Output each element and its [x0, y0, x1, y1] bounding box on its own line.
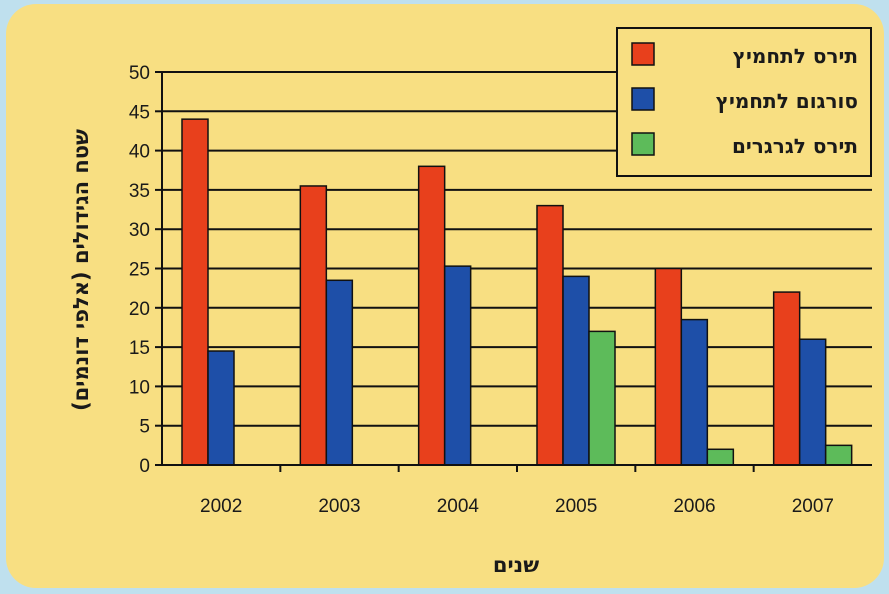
y-tick-label: 25 [129, 260, 150, 281]
y-tick-label: 10 [129, 377, 150, 398]
y-tick-labels: 0 5 10 15 20 25 30 35 40 45 50 [129, 63, 150, 477]
bar-2005-series-2 [562, 275, 590, 466]
legend-label-3: תירס לגרגרים [732, 134, 858, 158]
y-tick-label: 20 [129, 299, 150, 320]
bar-2007-series-2 [798, 338, 827, 466]
x-tick-label: 2007 [792, 496, 834, 517]
legend-swatch-3 [631, 132, 655, 156]
bar-2004-series-2 [443, 265, 472, 466]
y-tick-label: 15 [129, 338, 150, 359]
y-tick-label: 40 [129, 142, 150, 163]
legend-label-2: סורגום לתחמיץ [716, 89, 858, 113]
y-tick-label: 30 [129, 220, 150, 241]
legend-swatch-1 [631, 42, 655, 66]
bar-2005-series-1 [536, 204, 564, 466]
bar-2006-series-1 [654, 267, 683, 466]
bar-2002-series-1 [181, 118, 209, 466]
y-tick-label: 5 [139, 417, 150, 438]
x-tick-labels: 2002 2003 2004 2005 2006 2007 [200, 496, 834, 517]
bar-2005-series-3 [588, 330, 616, 466]
x-tick-label: 2002 [200, 496, 242, 517]
y-tick-label: 50 [129, 63, 150, 84]
bar-2003-series-1 [299, 185, 328, 466]
x-tick-label: 2005 [555, 496, 597, 517]
bar-2002-series-2 [207, 350, 235, 466]
bar-2007-series-3 [824, 444, 853, 466]
x-axis-label: שנים [493, 553, 539, 577]
x-tick-label: 2006 [673, 496, 715, 517]
legend-label-1: תירס לתחמיץ [733, 44, 858, 68]
legend: תירס לתחמיץ סורגום לתחמיץ תירס לגרגרים [616, 27, 872, 177]
y-tick-label: 35 [129, 181, 150, 202]
bar-2004-series-1 [417, 165, 446, 466]
legend-swatch-2 [631, 87, 655, 111]
y-tick-label: 0 [139, 456, 150, 477]
axes [161, 72, 872, 472]
x-tick-label: 2003 [318, 496, 360, 517]
bar-2006-series-3 [706, 448, 735, 466]
bar-2007-series-1 [772, 291, 801, 466]
x-tick-label: 2004 [437, 496, 480, 517]
bars [181, 118, 853, 466]
legend-box [616, 27, 872, 177]
bar-2006-series-2 [680, 318, 709, 466]
bar-2003-series-2 [325, 279, 354, 466]
y-tick-label: 45 [129, 102, 150, 123]
y-axis-label: שטח הגידולים (אלפי דונמים) [69, 129, 93, 411]
